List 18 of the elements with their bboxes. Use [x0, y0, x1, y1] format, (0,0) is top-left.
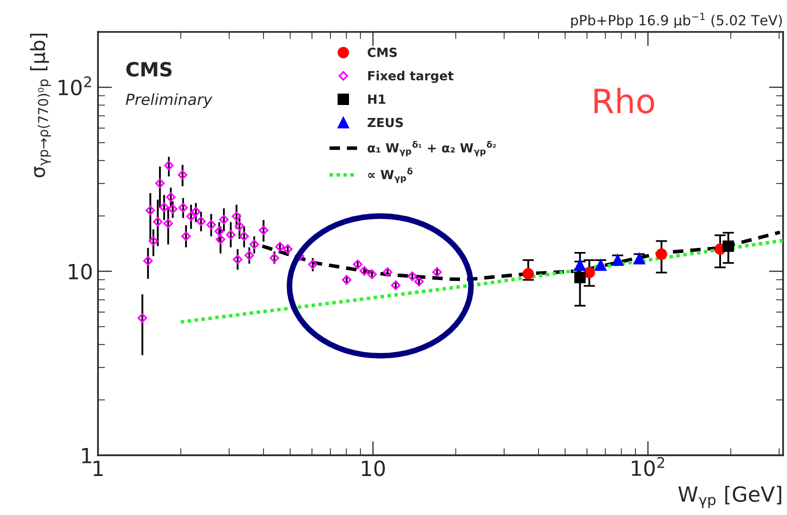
legend-label: ∝ W$_{γp}$$^{δ}$ [368, 168, 413, 184]
y-tick-label: 10$^{2}$ [58, 76, 91, 96]
annotation: CMS [126, 62, 172, 77]
y-axis-title: σ$_{γp→ρ(770)⁰p}$ [μb] [30, 34, 51, 178]
legend-label: α₁ W$_{γp}$$^{δ₁}$ + α₂ W$_{γp}$$^{δ₂}$ [368, 140, 496, 156]
legend-label: H1 [368, 94, 386, 104]
legend-label: CMS [368, 48, 397, 58]
x-tick-label: 1 [94, 460, 103, 476]
annotation: Rho [594, 88, 654, 114]
y-tick-label: 10 [68, 264, 92, 280]
annotation: Preliminary [126, 93, 212, 108]
legend-label: Fixed target [368, 70, 454, 83]
x-tick-label: 10$^{2}$ [632, 456, 664, 476]
y-tick-label: 1 [82, 448, 92, 464]
x-tick-label: 10 [362, 460, 385, 476]
x-axis-title: W$_{γp}$ [GeV] [678, 486, 782, 508]
text: pPb+Pbp 16.9 μb$^{−1}$ (5.02 TeV) [571, 12, 782, 28]
legend-label: ZEUS [368, 118, 403, 128]
